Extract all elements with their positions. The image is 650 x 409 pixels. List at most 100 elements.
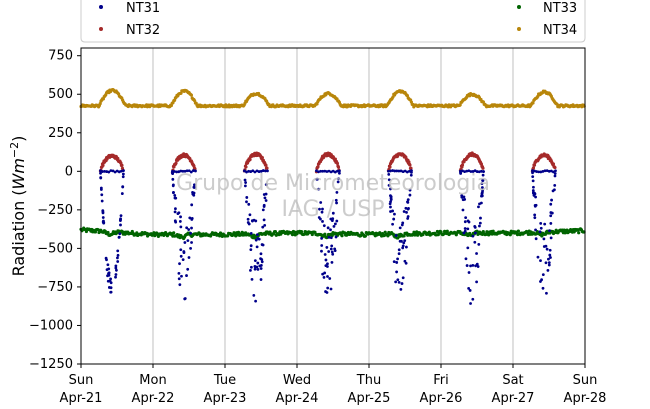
y-tick-label: −1250 xyxy=(29,357,73,372)
nt31-point xyxy=(329,247,333,251)
nt31-point xyxy=(476,265,480,268)
nt33-point xyxy=(363,234,367,238)
nt31-point xyxy=(541,286,545,290)
nt31-point xyxy=(174,207,177,211)
nt31-point xyxy=(171,183,175,187)
nt31-point xyxy=(185,274,188,277)
nt31-point xyxy=(406,207,410,211)
nt31-point xyxy=(330,260,334,264)
nt31-point xyxy=(116,249,120,253)
nt31-point xyxy=(327,235,331,239)
nt31-point xyxy=(467,286,471,290)
nt32-point xyxy=(551,162,556,166)
nt31-edge-point xyxy=(251,169,255,173)
nt31-point xyxy=(548,253,552,257)
nt31-point xyxy=(244,181,248,184)
x-tick-label-date: Apr-21 xyxy=(60,391,103,406)
nt31-edge-point xyxy=(535,170,539,173)
nt31-point xyxy=(399,287,403,291)
nt32-point xyxy=(481,166,485,170)
nt31-point xyxy=(335,201,338,205)
nt31-point xyxy=(323,253,327,256)
nt31-edge-point xyxy=(183,169,187,173)
nt31-point xyxy=(117,235,121,239)
nt31-point xyxy=(322,224,326,228)
nt31-point xyxy=(547,261,551,265)
x-tick-label-date: Apr-22 xyxy=(132,391,175,406)
nt31-point xyxy=(256,236,260,240)
nt31-edge-point xyxy=(537,170,541,174)
nt31-point xyxy=(115,268,118,272)
nt31-point xyxy=(192,185,196,189)
nt31-point xyxy=(259,264,263,267)
nt31-point xyxy=(405,210,408,214)
x-tick-label-day: Mon xyxy=(139,373,166,388)
nt33-point xyxy=(263,232,268,236)
legend-marker-nt32 xyxy=(99,27,103,31)
nt31-point xyxy=(547,257,550,261)
nt31-point xyxy=(548,248,552,252)
nt31-point xyxy=(186,267,190,271)
nt31-point xyxy=(187,228,191,231)
nt31-point xyxy=(471,234,475,238)
grid-layer xyxy=(152,48,514,364)
x-tick-label-day: Sat xyxy=(502,373,523,388)
nt31-point xyxy=(329,287,333,291)
nt31-point xyxy=(320,249,323,253)
nt31-point xyxy=(396,278,400,282)
nt31-point xyxy=(250,277,254,281)
nt31-edge-point xyxy=(191,169,195,172)
y-axis-label: Radiation (Wm−2) xyxy=(8,136,28,277)
nt31-point xyxy=(262,218,266,222)
nt31-edge-point xyxy=(101,170,104,173)
nt31-point xyxy=(475,252,478,255)
nt34-point xyxy=(179,91,183,95)
nt31-point xyxy=(481,179,484,182)
nt31-point xyxy=(463,227,467,230)
nt31-point xyxy=(397,248,401,252)
watermark-line-2: IAG / USP xyxy=(282,197,385,222)
y-tick-label: −750 xyxy=(37,280,73,295)
nt32-point xyxy=(316,165,320,169)
nt31-point xyxy=(331,217,335,221)
legend-marker-nt33 xyxy=(517,5,521,9)
nt31-edge-point xyxy=(253,170,257,174)
nt31-point xyxy=(249,265,253,269)
nt31-point xyxy=(317,187,320,191)
nt31-point xyxy=(551,189,555,193)
nt31-point xyxy=(538,230,542,234)
nt31-edge-point xyxy=(331,169,335,173)
nt31-point xyxy=(189,246,192,250)
nt31-point xyxy=(460,194,464,198)
nt31-point xyxy=(409,173,413,177)
nt31-point xyxy=(542,237,546,241)
nt33-point xyxy=(445,229,449,233)
nt31-point xyxy=(320,236,323,240)
nt31-point xyxy=(254,299,258,303)
y-tick-label: 750 xyxy=(48,49,73,64)
nt31-edge-point xyxy=(321,169,325,173)
nt31-edge-point xyxy=(387,169,390,173)
nt31-edge-point xyxy=(397,169,401,173)
nt31-point xyxy=(466,246,470,250)
nt31-edge-point xyxy=(401,170,405,173)
nt31-edge-point xyxy=(185,169,189,173)
nt31-point xyxy=(253,267,257,271)
nt31-point xyxy=(405,245,408,249)
nt31-point xyxy=(177,277,181,281)
nt31-point xyxy=(477,205,480,209)
nt31-point xyxy=(252,218,256,222)
nt31-point xyxy=(178,220,182,223)
nt31-edge-point xyxy=(338,169,341,173)
nt31-point xyxy=(119,223,122,227)
x-tick-label-date: Apr-27 xyxy=(492,391,535,406)
nt31-point xyxy=(107,271,111,275)
nt31-edge-point xyxy=(543,169,547,173)
x-tick-label-day: Thu xyxy=(356,373,381,388)
nt31-point xyxy=(549,214,553,218)
nt31-edge-point xyxy=(333,170,337,174)
legend: NT31 NT32 NT33 NT34 xyxy=(80,0,586,43)
nt33-point xyxy=(302,232,306,236)
nt31-point xyxy=(101,210,105,214)
